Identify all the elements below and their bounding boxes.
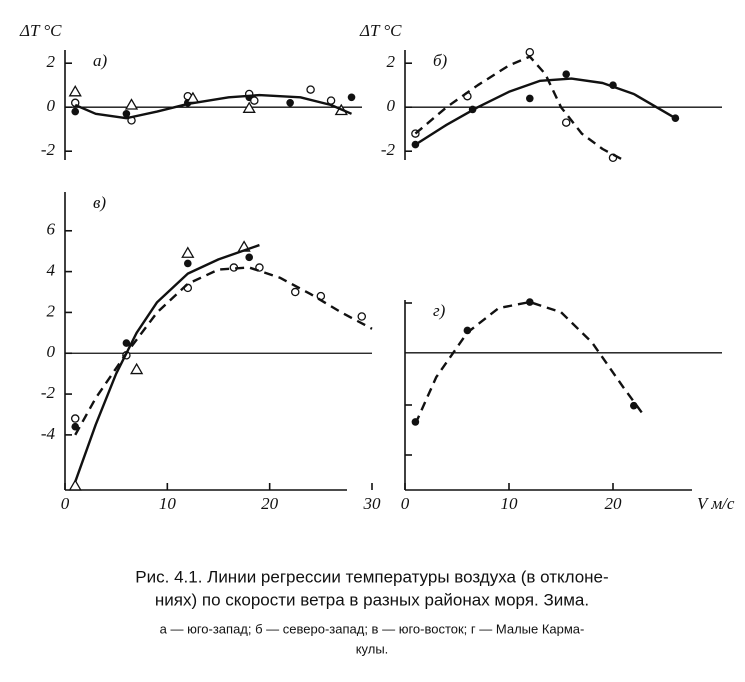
y-tick-label: 0 (387, 96, 396, 115)
point (71, 107, 80, 116)
caption-line: ниях) по скорости ветра в разных районах… (155, 590, 589, 609)
regression-curve (74, 243, 260, 483)
x-tick-label: 30 (363, 494, 382, 513)
y-tick-label: 2 (387, 52, 396, 71)
regression-curve (74, 93, 353, 120)
point (71, 422, 80, 431)
point (347, 93, 356, 102)
y-tick-label: 2 (47, 52, 56, 71)
point (68, 479, 82, 491)
panel-label: в) (93, 193, 106, 212)
caption-line: Рис. 4.1. Линии регрессии температуры во… (135, 567, 608, 586)
y-tick-label: 0 (47, 342, 56, 361)
caption-line: кулы. (356, 641, 389, 656)
regression-curve (414, 300, 646, 425)
caption-line: а — юго-запад; б — северо-запад; в — юго… (160, 621, 585, 636)
y-tick-label: 6 (47, 220, 56, 239)
point (562, 70, 570, 78)
point (68, 85, 82, 97)
panel-label: г) (433, 301, 446, 320)
point (525, 47, 535, 57)
point (286, 99, 294, 107)
point (70, 414, 80, 423)
y-tick-label: 0 (47, 96, 56, 115)
y-tick-label: -2 (41, 383, 56, 402)
point (124, 98, 139, 110)
y-tick-label: -2 (381, 140, 396, 159)
point (245, 253, 253, 262)
y-tick-label: 4 (47, 261, 56, 280)
point (242, 101, 256, 113)
point (184, 259, 192, 268)
y-tick-label: 2 (47, 301, 56, 320)
point (630, 401, 638, 410)
point (526, 298, 534, 306)
y-axis-title: ΔT °C (359, 21, 402, 40)
y-tick-label: -2 (41, 140, 56, 159)
point (561, 118, 571, 127)
point (306, 85, 315, 94)
point (130, 362, 144, 375)
panel-label: б) (433, 51, 448, 70)
point (357, 312, 367, 321)
regression-curve (414, 55, 624, 162)
point (326, 96, 336, 105)
point (526, 94, 534, 103)
x-tick-label: 10 (501, 494, 519, 513)
x-tick-label: 10 (159, 494, 177, 513)
y-axis-title: ΔT °C (19, 21, 62, 40)
regression-curve (414, 77, 677, 146)
x-tick-label: 20 (261, 494, 279, 513)
point (250, 96, 259, 105)
unlabeled-ticks (405, 302, 412, 456)
point (181, 246, 195, 258)
y-tick-label: -4 (41, 424, 56, 443)
x-tick-label: 0 (401, 494, 410, 513)
point (122, 339, 131, 347)
x-tick-label: 0 (61, 494, 70, 513)
point (290, 287, 300, 297)
x-tick-label: 20 (605, 494, 623, 513)
point (122, 110, 131, 118)
regression-curve (74, 266, 373, 436)
panel-label: а) (93, 51, 108, 70)
x-axis-title: V м/с (697, 494, 735, 513)
